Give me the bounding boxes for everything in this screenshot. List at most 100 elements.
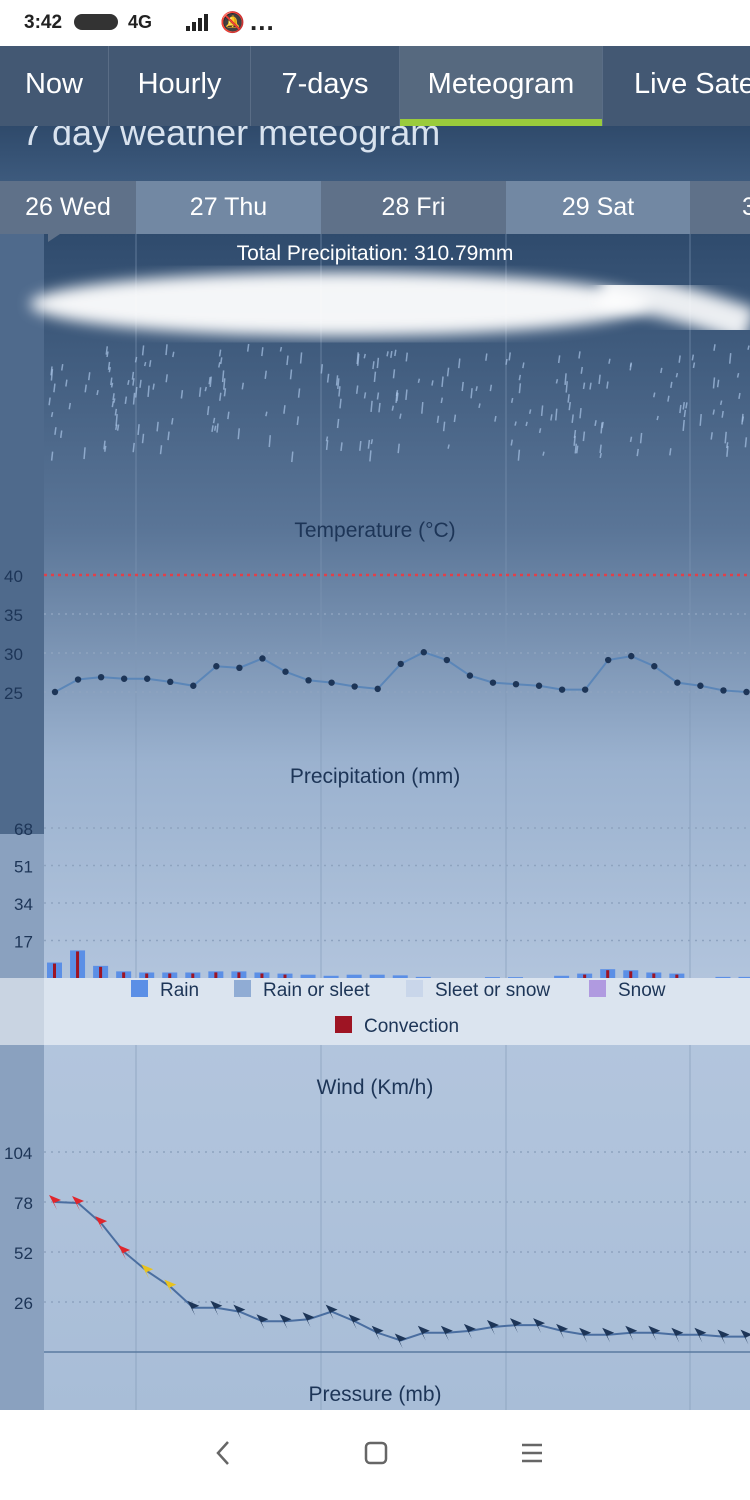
rain-streak bbox=[50, 451, 54, 461]
rain-streak bbox=[421, 402, 424, 414]
wind-barb bbox=[49, 1195, 61, 1210]
rain-streak bbox=[110, 377, 113, 386]
rain-streak bbox=[116, 424, 120, 431]
rain-streak bbox=[268, 435, 272, 448]
rain-streak bbox=[636, 448, 639, 457]
menu-icon[interactable] bbox=[519, 1438, 545, 1468]
wind-barb bbox=[233, 1304, 246, 1320]
temperature-point bbox=[720, 687, 727, 694]
wind-barb bbox=[579, 1327, 592, 1343]
rain-streak bbox=[147, 385, 150, 398]
rain-streak bbox=[744, 437, 748, 448]
temperature-point bbox=[120, 675, 128, 682]
rain-streak bbox=[721, 410, 724, 418]
temperature-tick-label: 25 bbox=[4, 684, 23, 703]
rain-streak bbox=[679, 404, 682, 414]
rain-streak bbox=[143, 361, 147, 367]
rain-streak bbox=[396, 392, 399, 402]
wind-title: Wind (Km/h) bbox=[317, 1076, 434, 1099]
day-selector: 26 Wed 27 Thu 28 Fri 29 Sat 3 bbox=[0, 181, 750, 234]
legend-swatch bbox=[335, 1016, 352, 1033]
rain-streak bbox=[575, 445, 579, 454]
rain-streak bbox=[395, 390, 399, 397]
rain-streak bbox=[582, 431, 586, 442]
rain-streak bbox=[578, 351, 581, 359]
rain-streak bbox=[660, 367, 663, 374]
tab-7days[interactable]: 7-days bbox=[251, 46, 400, 126]
rain-streak bbox=[208, 377, 211, 385]
back-icon[interactable] bbox=[212, 1438, 234, 1468]
precipitation-tick-label: 51 bbox=[14, 858, 33, 877]
rain-streak bbox=[678, 355, 681, 363]
rain-streak bbox=[54, 427, 57, 435]
rain-streak bbox=[83, 447, 86, 460]
rain-streak bbox=[564, 373, 567, 386]
rain-streak bbox=[461, 381, 464, 392]
precipitation-tick-label: 34 bbox=[14, 895, 33, 914]
muted-bell-icon: 🔕 bbox=[220, 12, 245, 34]
rain-streak bbox=[600, 422, 603, 434]
day-wed[interactable]: 26 Wed bbox=[0, 181, 136, 234]
day-sun[interactable]: 3 bbox=[690, 181, 750, 234]
tab-meteogram[interactable]: Meteogram bbox=[400, 46, 603, 126]
battery-icon bbox=[74, 14, 118, 30]
rain-streak bbox=[363, 353, 366, 359]
status-time: 3:42 bbox=[24, 12, 63, 33]
rain-streak bbox=[320, 364, 324, 374]
rain-streak bbox=[356, 352, 359, 365]
convection-bar bbox=[260, 973, 264, 978]
rain-streak bbox=[514, 421, 517, 426]
rain-streak bbox=[218, 349, 222, 357]
rain-streak bbox=[137, 424, 140, 436]
rain-streak bbox=[50, 412, 54, 418]
rain-streak bbox=[297, 388, 301, 398]
rain-streak bbox=[555, 379, 559, 384]
rain-streak bbox=[369, 450, 372, 462]
rain-streak bbox=[141, 433, 145, 444]
tab-hourly[interactable]: Hourly bbox=[109, 46, 251, 126]
wind-barb bbox=[648, 1325, 661, 1341]
convection-bar bbox=[53, 963, 56, 978]
tab-now[interactable]: Now bbox=[0, 46, 109, 126]
rain-streak bbox=[736, 372, 740, 378]
rain-streak bbox=[606, 381, 609, 389]
rain-streak bbox=[59, 430, 63, 439]
rain-streak bbox=[279, 346, 283, 352]
rain-streak bbox=[726, 445, 729, 457]
tab-live-satellite[interactable]: Live Sate bbox=[634, 68, 750, 100]
wind-barb bbox=[279, 1314, 292, 1330]
rain-streak bbox=[339, 398, 342, 409]
rain-streak bbox=[112, 393, 115, 401]
day-sat[interactable]: 29 Sat bbox=[506, 181, 690, 234]
rain-streak bbox=[325, 440, 329, 451]
rain-streak bbox=[447, 444, 450, 449]
rain-streak bbox=[96, 389, 99, 396]
convection-bar bbox=[76, 951, 80, 978]
rain-streak bbox=[440, 397, 444, 404]
rain-streak bbox=[728, 353, 732, 364]
rain-streak bbox=[124, 396, 128, 405]
convection-bar bbox=[606, 970, 610, 978]
wind-barb bbox=[510, 1318, 522, 1334]
rain-streak bbox=[373, 371, 377, 382]
rain-streak bbox=[134, 386, 138, 398]
home-icon[interactable] bbox=[364, 1438, 388, 1468]
rain-streak bbox=[213, 425, 217, 431]
rain-streak bbox=[283, 405, 286, 414]
wind-tick-label: 104 bbox=[4, 1144, 32, 1163]
meteogram-chart: Total Precipitation: 310.79mm Temperatur… bbox=[0, 234, 750, 1410]
day-fri[interactable]: 28 Fri bbox=[321, 181, 506, 234]
rain-streak bbox=[286, 355, 289, 366]
legend-swatch bbox=[131, 980, 148, 997]
wind-barb bbox=[740, 1329, 750, 1345]
rain-streak bbox=[629, 363, 632, 371]
day-thu[interactable]: 27 Thu bbox=[136, 181, 321, 234]
rain-streak bbox=[156, 421, 159, 432]
legend-label: Snow bbox=[618, 980, 666, 1001]
convection-bar bbox=[145, 973, 149, 978]
rain-streak bbox=[50, 368, 54, 381]
rain-streak bbox=[370, 400, 373, 413]
rain-streak bbox=[557, 355, 561, 364]
rain-streak bbox=[103, 440, 106, 450]
rain-streak bbox=[719, 400, 723, 406]
